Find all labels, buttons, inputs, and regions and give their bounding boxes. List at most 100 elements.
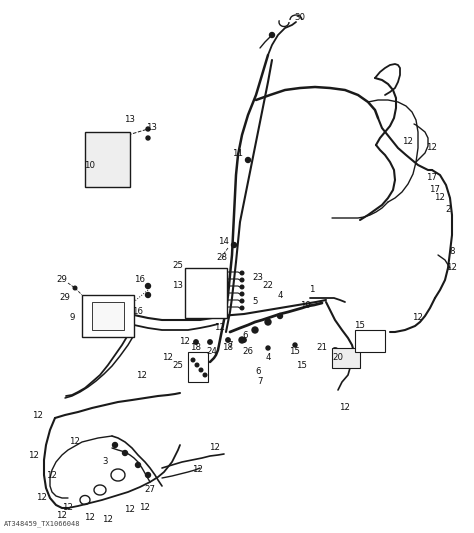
Text: 2: 2 [445,206,451,214]
Circle shape [73,286,77,290]
Text: 12: 12 [102,515,113,524]
Circle shape [252,327,258,333]
Text: 14: 14 [219,237,229,246]
Circle shape [146,293,151,297]
Text: 20: 20 [332,353,344,362]
Text: 12: 12 [435,193,446,203]
Text: 25: 25 [173,360,183,369]
Text: 30: 30 [294,13,306,22]
Text: 13: 13 [173,280,183,289]
Text: 23: 23 [253,273,264,282]
Circle shape [112,442,118,448]
Circle shape [203,373,207,377]
Circle shape [240,306,244,310]
Circle shape [122,450,128,456]
Text: 12: 12 [46,471,57,480]
Text: 7: 7 [227,341,233,350]
Circle shape [194,340,198,344]
Text: 15: 15 [290,348,301,357]
Text: 12: 12 [447,263,457,272]
Circle shape [199,368,203,372]
Bar [85,132,130,187]
Text: 22: 22 [263,280,273,289]
Text: 6: 6 [255,367,261,376]
Circle shape [208,340,212,344]
Text: 12: 12 [163,353,173,362]
Text: 11: 11 [233,149,244,157]
Text: 5: 5 [252,297,258,306]
Circle shape [277,313,283,319]
Circle shape [191,358,195,362]
Text: 17: 17 [429,185,440,195]
Circle shape [226,338,230,342]
Text: 12: 12 [125,505,136,514]
Text: 25: 25 [173,261,183,270]
Text: 18: 18 [222,343,234,352]
Text: 29: 29 [56,276,67,285]
Text: 16: 16 [135,276,146,285]
Text: 15: 15 [297,360,308,369]
Circle shape [240,299,244,303]
Bar [92,302,124,330]
Text: 24: 24 [207,348,218,357]
Text: 12: 12 [402,138,413,147]
Circle shape [265,319,271,325]
Text: 18: 18 [191,343,201,352]
Text: 12: 12 [427,143,438,152]
Text: 12: 12 [412,313,423,322]
Text: 12: 12 [139,504,151,513]
Text: 12: 12 [84,513,95,522]
Circle shape [266,346,270,350]
Text: 28: 28 [217,254,228,262]
Text: 10: 10 [84,160,95,169]
Text: 12: 12 [63,504,73,513]
Circle shape [240,278,244,282]
Text: 16: 16 [133,308,144,317]
Text: 12: 12 [215,324,226,333]
Circle shape [270,33,274,37]
Circle shape [246,157,250,163]
Text: 4: 4 [277,290,283,300]
Text: 12: 12 [192,465,203,474]
Bar [188,352,208,382]
Text: 12: 12 [180,337,191,346]
Circle shape [293,343,297,347]
Bar [355,330,385,352]
Text: 17: 17 [427,174,438,182]
Text: 15: 15 [355,320,365,329]
Text: 9: 9 [69,313,75,322]
Text: 29: 29 [60,294,71,303]
Text: 8: 8 [449,247,455,256]
Text: 7: 7 [257,377,263,386]
Circle shape [242,338,246,342]
Circle shape [146,472,151,478]
Text: 6: 6 [242,330,248,340]
Text: AT348459_TX1066048: AT348459_TX1066048 [4,520,81,527]
Text: 1: 1 [309,286,315,295]
Text: 12: 12 [70,438,81,447]
Text: 13: 13 [125,115,136,124]
Circle shape [146,284,151,288]
Text: 4: 4 [265,353,271,362]
Text: 12: 12 [33,410,44,419]
Circle shape [239,337,245,343]
Circle shape [231,243,237,247]
Text: 13: 13 [146,123,157,132]
Text: 19: 19 [300,301,310,310]
Text: 21: 21 [317,343,328,352]
Circle shape [136,463,140,467]
Circle shape [195,363,199,367]
Circle shape [240,285,244,289]
Bar [82,295,134,337]
Text: 12: 12 [339,403,350,413]
Bar [332,348,360,368]
Text: 3: 3 [102,457,108,466]
Text: 12: 12 [28,450,39,459]
Circle shape [240,271,244,275]
Text: 12: 12 [36,494,47,503]
Bar [185,268,227,318]
Text: 26: 26 [243,348,254,357]
Circle shape [146,127,150,131]
Text: 12: 12 [210,443,220,453]
Text: 12: 12 [137,370,147,379]
